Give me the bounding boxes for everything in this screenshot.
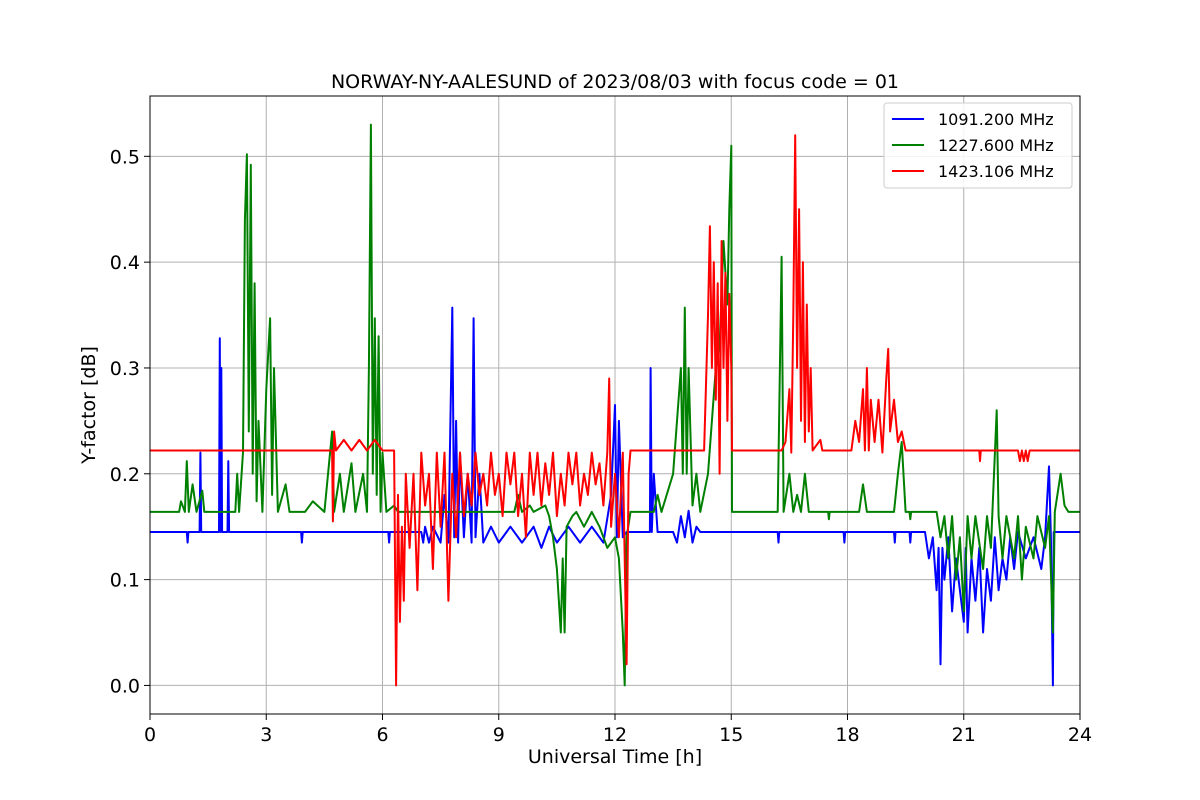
legend-label-1423: 1423.106 MHz [938,162,1054,181]
y-tick-label: 0.4 [110,252,140,274]
y-tick-label: 0.3 [110,358,140,380]
x-tick-label: 0 [144,724,156,746]
x-tick-label: 24 [1068,724,1092,746]
series-line-1423 [150,134,1080,687]
ticks: 0 3 6 9 12 15 18 21 24 0.0 0.1 0.2 0.3 0.4 0.5 [110,146,1092,746]
legend-label-1091: 1091.200 MHz [938,110,1054,129]
legend-label-1227: 1227.600 MHz [938,136,1054,155]
x-tick-label: 21 [952,724,976,746]
x-tick-label: 6 [376,724,388,746]
y-tick-label: 0.2 [110,464,140,486]
series-line-1091 [150,306,1080,687]
x-axis-label: Universal Time [h] [528,746,702,768]
y-tick-label: 0.0 [110,675,140,697]
chart-title: NORWAY-NY-AALESUND of 2023/08/03 with fo… [331,71,899,93]
series-lines [150,123,1080,687]
x-tick-label: 18 [835,724,859,746]
series-line-1227 [150,123,1080,687]
y-axis-label: Y-factor [dB] [78,346,100,465]
x-tick-label: 9 [493,724,505,746]
y-tick-label: 0.1 [110,570,140,592]
x-tick-label: 3 [260,724,272,746]
legend-box [883,102,1073,189]
x-tick-label: 15 [719,724,743,746]
y-tick-label: 0.5 [110,146,140,168]
x-tick-label: 12 [603,724,627,746]
legend: 1091.200 MHz 1227.600 MHz 1423.106 MHz [883,102,1073,189]
